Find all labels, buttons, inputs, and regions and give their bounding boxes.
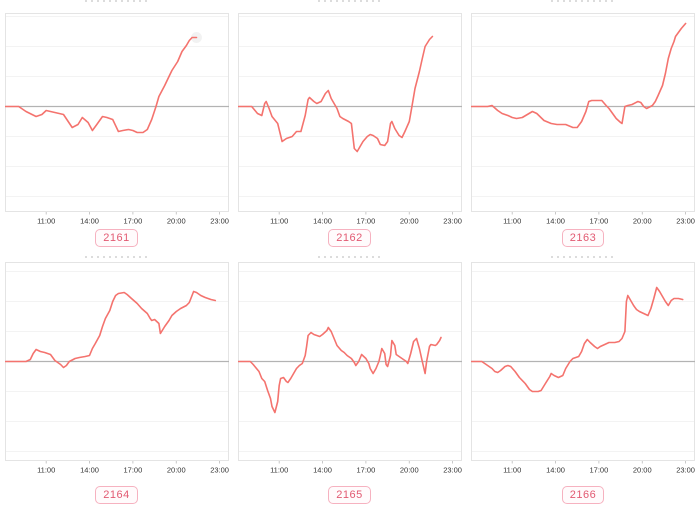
svg-text:14:00: 14:00 — [313, 466, 332, 475]
chart-id-button[interactable]: 2166 — [561, 486, 605, 504]
svg-text:17:00: 17:00 — [356, 466, 375, 475]
chart-id-button[interactable]: 2165 — [328, 486, 371, 504]
svg-text:11:00: 11:00 — [503, 217, 521, 226]
svg-text:20:00: 20:00 — [399, 466, 418, 475]
svg-text:11:00: 11:00 — [37, 217, 55, 226]
chart-tag-row: 2162 — [328, 228, 371, 247]
cropped-chart-title — [317, 0, 382, 3]
svg-text:14:00: 14:00 — [546, 466, 565, 475]
svg-text:17:00: 17:00 — [123, 466, 142, 475]
chart-tag-row: 2166 — [561, 485, 605, 504]
svg-text:20:00: 20:00 — [633, 217, 652, 226]
svg-text:23:00: 23:00 — [210, 466, 229, 475]
svg-text:17:00: 17:00 — [356, 217, 375, 226]
svg-text:23:00: 23:00 — [676, 466, 695, 475]
chart-tag-row: 2161 — [95, 228, 138, 247]
chart-id-button[interactable]: 2164 — [95, 486, 138, 504]
svg-text:14:00: 14:00 — [80, 466, 99, 475]
svg-text:20:00: 20:00 — [166, 217, 185, 226]
chart-cell: 11:00 14:00 17:00 20:00 23:00 2163 — [466, 0, 700, 255]
line-chart: 11:00 14:00 17:00 20:00 23:00 — [471, 13, 695, 226]
svg-text:11:00: 11:00 — [270, 217, 288, 226]
svg-text:11:00: 11:00 — [503, 466, 521, 475]
cropped-chart-title — [84, 256, 149, 259]
chart-tag-row: 2163 — [561, 228, 605, 247]
svg-text:14:00: 14:00 — [80, 217, 99, 226]
cropped-chart-title — [84, 0, 149, 3]
chart-tag-row: 2164 — [95, 485, 138, 504]
chart-id-button[interactable]: 2161 — [95, 229, 138, 247]
svg-text:20:00: 20:00 — [166, 466, 185, 475]
chart-cell: 11:00 14:00 17:00 20:00 23:00 2161 — [0, 0, 233, 255]
line-chart: 11:00 14:00 17:00 20:00 23:00 — [237, 262, 462, 475]
chart-cell: 11:00 14:00 17:00 20:00 23:00 2165 — [233, 255, 466, 509]
chart-cell: 11:00 14:00 17:00 20:00 23:00 2162 — [233, 0, 466, 255]
cropped-chart-title — [551, 256, 615, 259]
svg-text:23:00: 23:00 — [210, 217, 229, 226]
svg-text:23:00: 23:00 — [676, 217, 695, 226]
svg-text:17:00: 17:00 — [123, 217, 142, 226]
line-chart: 11:00 14:00 17:00 20:00 23:00 — [4, 13, 229, 226]
line-chart: 11:00 14:00 17:00 20:00 23:00 — [4, 262, 229, 475]
cropped-chart-title — [317, 256, 382, 259]
chart-id-button[interactable]: 2162 — [328, 229, 371, 247]
svg-text:17:00: 17:00 — [590, 217, 609, 226]
svg-text:11:00: 11:00 — [270, 466, 288, 475]
svg-text:23:00: 23:00 — [443, 466, 462, 475]
chart-cell: 11:00 14:00 17:00 20:00 23:00 2166 — [466, 255, 700, 509]
svg-text:11:00: 11:00 — [37, 466, 55, 475]
svg-text:17:00: 17:00 — [590, 466, 609, 475]
svg-text:14:00: 14:00 — [546, 217, 565, 226]
svg-text:20:00: 20:00 — [399, 217, 418, 226]
line-chart: 11:00 14:00 17:00 20:00 23:00 — [471, 262, 695, 475]
chart-cell: 11:00 14:00 17:00 20:00 23:00 2164 — [0, 255, 233, 509]
svg-text:14:00: 14:00 — [313, 217, 332, 226]
svg-text:23:00: 23:00 — [443, 217, 462, 226]
chart-tag-row: 2165 — [328, 485, 371, 504]
cropped-chart-title — [551, 0, 615, 3]
svg-text:20:00: 20:00 — [633, 466, 652, 475]
chart-id-button[interactable]: 2163 — [561, 229, 605, 247]
line-chart: 11:00 14:00 17:00 20:00 23:00 — [237, 13, 462, 226]
